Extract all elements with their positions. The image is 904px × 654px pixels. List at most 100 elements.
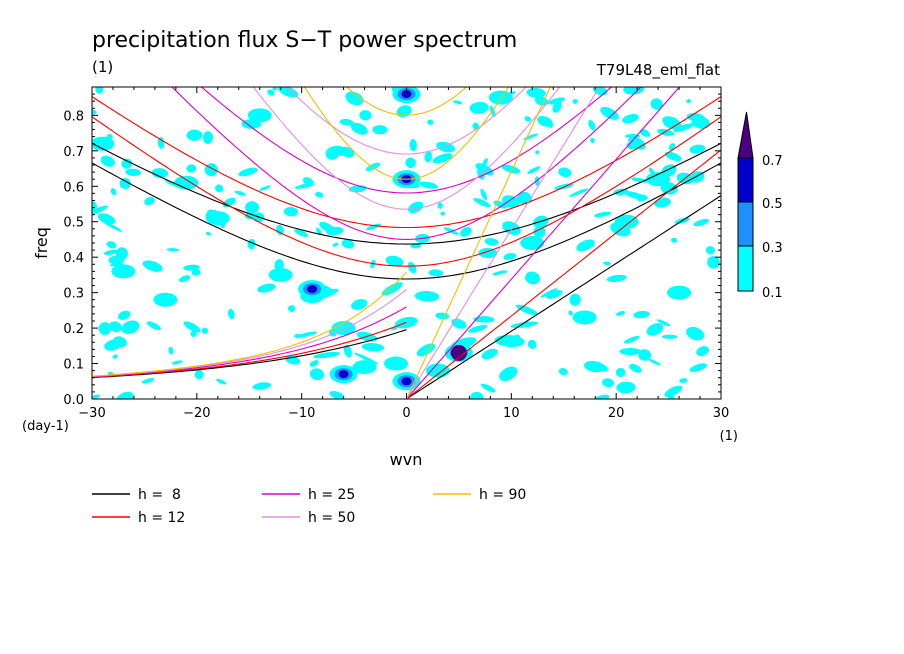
power-contour (100, 155, 115, 167)
power-peak (450, 344, 467, 361)
power-contour (619, 347, 641, 356)
y-axis: 0.0 0.1 0.2 0.3 0.4 0.5 0.6 0.7 0.8 (63, 86, 721, 408)
power-contour (648, 359, 661, 366)
power-contour (92, 205, 108, 215)
power-contour (166, 248, 180, 252)
power-contour (638, 349, 652, 361)
x-axis: −30 −20 −10 0 10 20 30 (78, 87, 729, 421)
power-contour (408, 201, 424, 214)
power-contour (309, 360, 319, 367)
gravity-wave-curve (303, 87, 510, 180)
power-contour (354, 352, 379, 365)
dispersion-curves (92, 87, 721, 399)
power-contour (606, 274, 627, 283)
power-contour (238, 167, 258, 177)
power-contour (660, 182, 678, 195)
power-contour (624, 191, 646, 200)
power-contour (350, 122, 368, 135)
y-tick-label: 0.4 (63, 251, 84, 266)
power-contour (524, 116, 532, 122)
mixed-wave-curve (92, 329, 407, 379)
power-contour (646, 323, 664, 336)
y-tick-label: 0.5 (63, 216, 84, 231)
power-contour (533, 225, 546, 238)
legend-label: h = 50 (308, 510, 355, 526)
power-contour (186, 129, 203, 141)
power-contour (515, 304, 538, 316)
power-contour (424, 151, 433, 163)
power-contour (432, 153, 453, 164)
x-tick-label: 10 (503, 406, 520, 421)
power-contour (245, 201, 260, 214)
power-contour (535, 150, 540, 155)
power-contour (572, 310, 597, 325)
power-contour (469, 101, 489, 114)
power-contour (537, 115, 553, 127)
power-contour (283, 207, 299, 217)
x-tick-label: 20 (608, 406, 625, 421)
power-contour (118, 310, 131, 320)
colorbar-label: 0.5 (762, 197, 783, 212)
power-contour (295, 331, 317, 338)
power-contour (470, 391, 484, 399)
power-contour (302, 177, 314, 186)
y-tick-label: 0.3 (63, 287, 84, 302)
colorbar-label: 0.1 (762, 286, 783, 301)
power-contour (468, 324, 488, 333)
power-contour (115, 247, 128, 260)
power-contour (410, 243, 422, 249)
colorbar: 0.1 0.3 0.5 0.7 (737, 111, 783, 301)
gravity-wave-curve (92, 142, 721, 245)
power-contour (523, 133, 539, 141)
power-contour (435, 312, 450, 320)
x-tick-label: 0 (402, 406, 410, 421)
power-contour (97, 213, 116, 225)
colorbar-label: 0.7 (762, 154, 783, 169)
power-contour (343, 344, 352, 358)
power-contour (520, 236, 545, 250)
power-contour (315, 191, 324, 198)
power-contour (590, 137, 595, 144)
legend-label: h = 25 (308, 487, 355, 503)
kelvin-curve (405, 87, 551, 399)
power-contour (115, 391, 134, 399)
power-contour (381, 282, 403, 296)
gravity-wave-curve (252, 87, 561, 210)
power-contour (396, 105, 412, 118)
power-contour (419, 181, 439, 189)
power-contour (111, 264, 136, 279)
mixed-wave-curve (92, 271, 407, 377)
power-peak (401, 377, 412, 386)
power-contour (436, 141, 456, 153)
power-contour (339, 118, 354, 126)
power-contour (480, 188, 488, 201)
power-contour (98, 322, 111, 335)
power-contour (252, 382, 272, 390)
power-contour (568, 310, 573, 316)
power-contour (146, 321, 161, 331)
power-contour (414, 290, 440, 302)
power-contour (576, 239, 595, 252)
power-contour (460, 227, 472, 237)
power-contour (689, 144, 706, 154)
gravity-wave-curve (200, 87, 613, 194)
power-contour (558, 167, 572, 178)
power-contour (103, 249, 118, 255)
power-contour (106, 241, 117, 249)
power-contour (671, 237, 678, 243)
power-contour (616, 381, 636, 394)
power-contour (92, 136, 115, 151)
power-contour (613, 188, 629, 196)
power-contour (95, 87, 104, 94)
power-contour (329, 391, 345, 399)
power-peak (401, 90, 412, 99)
power-contour (384, 356, 409, 371)
power-contour (600, 106, 619, 120)
power-contour (689, 363, 708, 372)
power-contour (191, 269, 201, 276)
power-contour (341, 239, 355, 249)
power-contour (569, 188, 589, 197)
power-contour (639, 128, 651, 137)
power-contour (480, 383, 496, 393)
